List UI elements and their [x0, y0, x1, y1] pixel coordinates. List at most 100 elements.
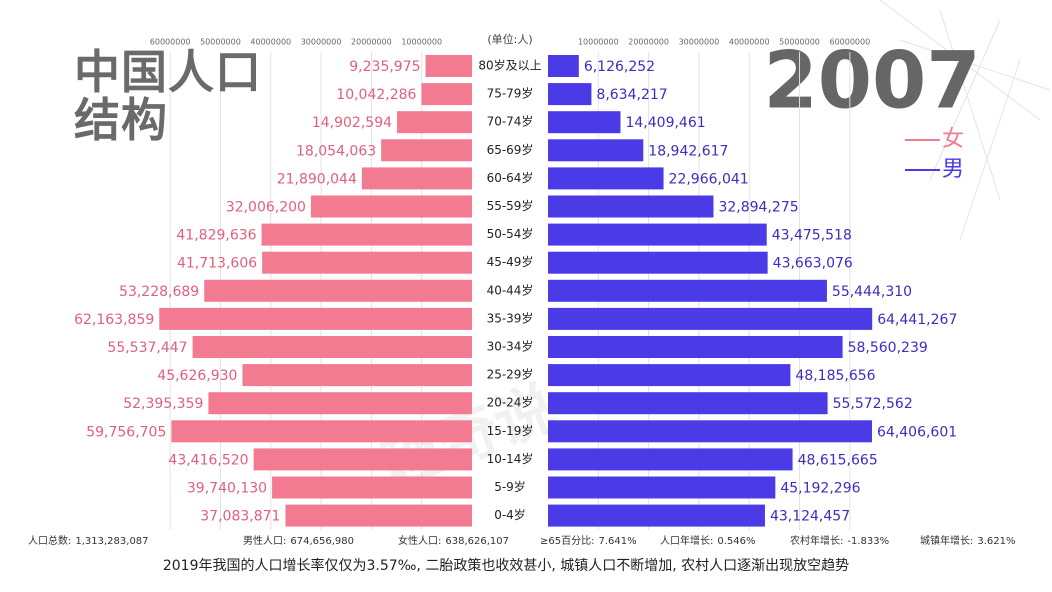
bar: [548, 111, 621, 134]
x-tick-label: 20000000: [628, 38, 669, 47]
category-label: 35-39岁: [487, 310, 534, 325]
legend-label: 男: [942, 157, 964, 182]
value-label: 32,006,200: [226, 200, 306, 216]
bar: [548, 336, 843, 358]
bar: [261, 223, 472, 246]
bar: [548, 392, 828, 415]
category-label: 60-64岁: [487, 170, 534, 185]
value-label: 18,054,063: [296, 143, 376, 159]
value-label: 62,163,859: [74, 312, 154, 328]
value-label: 41,713,606: [177, 256, 257, 272]
x-tick-label: 10000000: [401, 38, 442, 47]
stat-label: 女性人口:: [398, 534, 441, 547]
category-label: 0-4岁: [494, 507, 526, 522]
bar: [548, 167, 664, 190]
value-label: 48,185,656: [795, 368, 875, 384]
value-label: 43,475,518: [772, 228, 852, 244]
bar: [548, 139, 644, 162]
value-label: 37,083,871: [200, 509, 280, 525]
x-tick-label: 60000000: [829, 38, 870, 47]
value-label: 48,615,665: [798, 452, 878, 468]
bar: [548, 251, 768, 274]
bar: [548, 279, 827, 302]
stat: 女性人口: 638,626,107: [398, 534, 509, 547]
stat-value: 0.546%: [717, 536, 755, 547]
bar: [285, 504, 472, 527]
stat: 农村年增长: -1.833%: [790, 534, 889, 547]
bar: [272, 476, 472, 499]
value-label: 8,634,217: [596, 87, 667, 103]
value-label: 9,235,975: [349, 59, 420, 75]
x-tick-label: 60000000: [150, 38, 191, 47]
value-label: 21,890,044: [277, 171, 357, 187]
stat: 人口年增长: 0.546%: [660, 534, 756, 547]
stat: ≥65百分比: 7.641%: [540, 535, 637, 547]
value-label: 14,902,594: [312, 115, 392, 131]
value-label: 64,441,267: [877, 312, 957, 328]
bar: [548, 420, 873, 443]
year: 2007: [763, 36, 980, 126]
bar: [548, 223, 767, 246]
category-label: 10-14岁: [487, 451, 534, 466]
x-tick-label: 50000000: [779, 38, 820, 47]
category-label: 15-19岁: [487, 423, 534, 438]
category-label: 65-69岁: [487, 142, 534, 157]
stat-value: 7.641%: [598, 536, 636, 547]
chart-title: 中国人口结构: [74, 45, 262, 147]
category-label: 45-49岁: [487, 254, 534, 269]
value-label: 55,572,562: [833, 396, 913, 412]
value-label: 64,406,601: [877, 424, 957, 440]
stat-label: ≥65百分比:: [540, 535, 594, 547]
bar: [421, 83, 472, 106]
value-label: 32,894,275: [718, 200, 798, 216]
stat-value: 1,313,283,087: [75, 536, 148, 547]
stat-value: 638,626,107: [445, 536, 509, 547]
stat-label: 男性人口:: [243, 534, 286, 547]
category-label: 5-9岁: [494, 479, 526, 494]
stat-label: 人口年增长:: [660, 534, 713, 547]
value-label: 10,042,286: [336, 87, 416, 103]
bar: [397, 111, 472, 134]
bar: [242, 364, 472, 387]
stat-label: 人口总数:: [28, 534, 71, 547]
value-label: 43,124,457: [770, 509, 850, 525]
bar: [262, 251, 472, 274]
bar: [208, 392, 472, 415]
bar: [548, 448, 793, 471]
value-label: 52,395,359: [123, 396, 203, 412]
bar: [310, 195, 472, 218]
bar: [253, 448, 472, 471]
x-tick-label: 20000000: [351, 38, 392, 47]
value-label: 43,416,520: [168, 452, 248, 468]
category-label: 30-34岁: [487, 339, 534, 354]
value-label: 41,829,636: [176, 228, 256, 244]
bar: [204, 279, 472, 302]
legend-label: 女: [942, 127, 964, 152]
stat-value: 674,656,980: [290, 536, 354, 547]
stat: 男性人口: 674,656,980: [243, 534, 354, 547]
value-label: 59,756,705: [86, 424, 166, 440]
value-label: 55,537,447: [107, 340, 187, 356]
unit-label: (单位:人): [487, 32, 532, 46]
stat: 人口总数: 1,313,283,087: [28, 534, 149, 547]
bar: [548, 195, 714, 218]
value-label: 45,192,296: [780, 481, 860, 497]
category-label: 50-54岁: [487, 226, 534, 241]
caption: 2019年我国的人口增长率仅仅为3.57‰, 二胎政策也收效甚小, 城镇人口不断…: [163, 557, 849, 574]
category-label: 75-79岁: [487, 86, 534, 101]
bar: [548, 504, 765, 527]
stat-label: 农村年增长:: [790, 534, 843, 547]
category-label: 55-59岁: [487, 198, 534, 213]
category-label: 25-29岁: [487, 367, 534, 382]
bar: [159, 307, 472, 330]
bar: [548, 364, 791, 387]
x-tick-label: 50000000: [200, 38, 241, 47]
x-tick-label: 40000000: [250, 38, 291, 47]
stat-value: 3.621%: [977, 536, 1015, 547]
value-label: 45,626,930: [157, 368, 237, 384]
value-label: 55,444,310: [832, 284, 912, 300]
bar: [192, 336, 472, 358]
value-label: 14,409,461: [625, 115, 705, 131]
